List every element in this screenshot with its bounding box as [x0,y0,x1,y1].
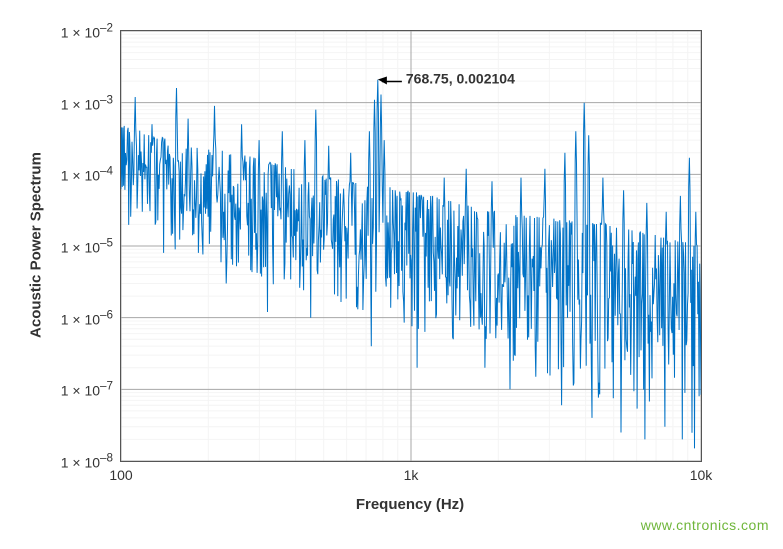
y-tick-label: 1 × 10–7 [61,380,121,399]
y-tick-label: 1 × 10–4 [61,165,121,184]
y-axis-title: Acoustic Power Spectrum [28,152,45,338]
x-axis-title: Frequency (Hz) [356,496,464,513]
plot-area: 768.75, 0.002104 1 × 10–81 × 10–71 × 10–… [120,30,702,462]
y-tick-label: 1 × 10–3 [61,93,121,112]
x-tick-label: 1k [404,461,419,483]
y-tick-label: 1 × 10–5 [61,237,121,256]
x-tick-label: 100 [109,461,132,483]
chart-container: 768.75, 0.002104 1 × 10–81 × 10–71 × 10–… [0,0,783,549]
plot-svg: 768.75, 0.002104 [121,31,701,461]
watermark: www.cntronics.com [641,517,769,533]
y-tick-label: 1 × 10–6 [61,308,121,327]
y-tick-label: 1 × 10–2 [61,22,121,41]
annotation-label: 768.75, 0.002104 [406,71,515,87]
x-tick-label: 10k [690,461,713,483]
